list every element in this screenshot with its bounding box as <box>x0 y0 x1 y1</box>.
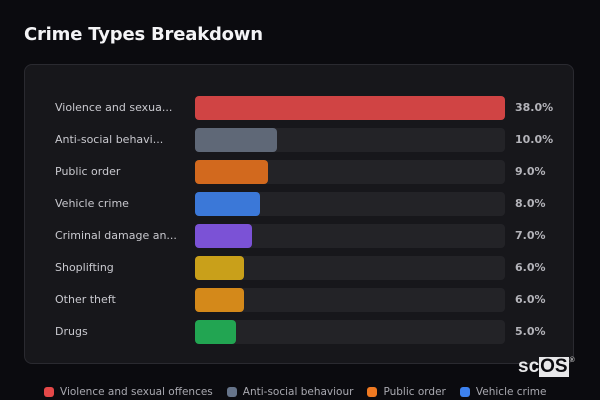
bar-row: Other theft 6.0% <box>25 288 573 312</box>
legend-item[interactable]: Public order <box>367 386 446 398</box>
legend-swatch-icon <box>226 387 237 397</box>
bar-fill[interactable] <box>195 256 244 280</box>
bar-value-label: 8.0% <box>515 197 546 210</box>
bar-label: Shoplifting <box>55 261 114 274</box>
registered-mark-icon: ® <box>569 357 575 364</box>
bar-label: Drugs <box>55 325 88 338</box>
legend-label: Public order <box>383 386 446 398</box>
bar-value-label: 6.0% <box>515 261 546 274</box>
bar-label: Vehicle crime <box>55 197 129 210</box>
legend-label: Vehicle crime <box>475 386 547 398</box>
bar-track <box>195 256 505 280</box>
bar-track <box>195 160 505 184</box>
legend-swatch-icon <box>367 387 378 397</box>
bar-row: Violence and sexua... 38.0% <box>25 96 573 120</box>
bar-value-label: 38.0% <box>515 101 554 114</box>
legend-swatch-icon <box>44 387 54 397</box>
bar-track <box>195 96 505 120</box>
bar-track <box>195 128 505 152</box>
bar-fill[interactable] <box>195 288 244 312</box>
bar-row: Criminal damage an... 7.0% <box>25 224 573 248</box>
bar-row: Public order 9.0% <box>25 160 573 184</box>
legend-item[interactable]: Vehicle crime <box>459 386 547 398</box>
bar-track <box>195 192 505 216</box>
bar-fill[interactable] <box>195 224 252 248</box>
bar-fill[interactable] <box>195 320 236 344</box>
bar-fill[interactable] <box>195 160 268 184</box>
bar-value-label: 9.0% <box>515 165 546 178</box>
bar-value-label: 10.0% <box>515 133 554 146</box>
legend-swatch-icon <box>459 387 470 397</box>
bar-value-label: 7.0% <box>515 229 546 242</box>
legend-item[interactable]: Violence and sexual offences <box>44 386 213 398</box>
bar-label: Criminal damage an... <box>55 229 177 242</box>
chart-card: Violence and sexua... 38.0% Anti-social be… <box>24 64 574 364</box>
bar-fill[interactable] <box>195 128 277 152</box>
legend-label: Violence and sexual offences <box>60 386 213 398</box>
bar-label: Public order <box>55 165 121 178</box>
bar-value-label: 5.0% <box>515 325 546 338</box>
chart-legend: Violence and sexual offences Anti-social … <box>44 386 546 398</box>
bar-label: Violence and sexua... <box>55 101 173 114</box>
bar-fill[interactable] <box>195 192 260 216</box>
bar-label: Anti-social behavi... <box>55 133 164 146</box>
bar-row: Drugs 5.0% <box>25 320 573 344</box>
bar-row: Vehicle crime 8.0% <box>25 192 573 216</box>
legend-label: Anti-social behaviour <box>242 386 354 398</box>
bar-track <box>195 288 505 312</box>
bar-track <box>195 320 505 344</box>
bar-fill[interactable] <box>195 96 505 120</box>
scos-logo: sc OS ® <box>518 357 575 377</box>
logo-sc: sc <box>518 356 540 377</box>
bar-label: Other theft <box>55 293 116 306</box>
bar-track <box>195 224 505 248</box>
bar-value-label: 6.0% <box>515 293 546 306</box>
logo-os: OS <box>539 356 569 377</box>
legend-item[interactable]: Anti-social behaviour <box>226 386 354 398</box>
bar-row: Anti-social behavi... 10.0% <box>25 128 573 152</box>
chart-title: Crime Types Breakdown <box>24 24 263 45</box>
bar-row: Shoplifting 6.0% <box>25 256 573 280</box>
